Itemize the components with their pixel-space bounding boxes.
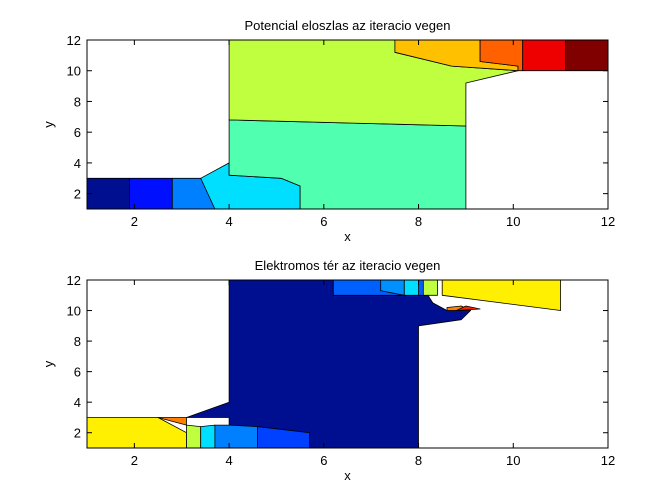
contour-region — [380, 280, 405, 296]
axes-frame — [86, 39, 609, 210]
contour-region — [87, 417, 187, 448]
y-tick-label: 6 — [74, 125, 81, 140]
contour-region — [565, 40, 608, 72]
field-axes: 2 4 6 8 10 12 2 4 6 8 10 12 Elektromos tér az iterac… — [41, 258, 615, 483]
x-tick-label: 10 — [506, 453, 520, 468]
x-tick-label: 4 — [225, 453, 232, 468]
contour-region — [403, 280, 419, 296]
potential-axes: 2 4 6 8 10 12 2 4 6 8 10 12 Potencial eloszlas az it… — [41, 18, 615, 244]
y-tick-label: 10 — [67, 64, 81, 79]
y-tick-label: 6 — [74, 365, 81, 380]
contour-region — [129, 177, 173, 209]
y-tick-label: 12 — [67, 273, 81, 288]
x-tick-label: 8 — [415, 453, 422, 468]
contour-region — [522, 40, 566, 72]
y-tick-label: 2 — [74, 426, 81, 441]
y-axis-label: y — [41, 121, 56, 128]
contour-region — [422, 280, 438, 296]
x-tick-label: 10 — [506, 214, 520, 229]
y-tick-label: 12 — [67, 33, 81, 48]
contour-region — [214, 424, 258, 448]
contour-region — [455, 305, 481, 311]
x-tick-label: 12 — [601, 214, 615, 229]
y-tick-label: 8 — [74, 334, 81, 349]
y-tick-label: 4 — [74, 395, 81, 410]
contour-region — [87, 177, 131, 209]
chart-title: Potencial eloszlas az iteracio vegen — [245, 18, 451, 33]
x-axis-label: x — [344, 229, 351, 244]
x-tick-label: 2 — [131, 453, 138, 468]
x-tick-label: 4 — [225, 214, 232, 229]
contour-region — [441, 280, 561, 311]
y-tick-label: 10 — [67, 304, 81, 319]
y-tick-label: 2 — [74, 187, 81, 202]
x-tick-label: 6 — [320, 453, 327, 468]
x-tick-label: 12 — [601, 453, 615, 468]
y-tick-label: 8 — [74, 94, 81, 109]
contour-region — [157, 417, 187, 426]
axes-frame — [86, 279, 609, 449]
x-tick-label: 2 — [131, 214, 138, 229]
y-tick-label: 4 — [74, 156, 81, 171]
contour-region — [228, 119, 467, 209]
chart-title: Elektromos tér az iteracio vegen — [255, 258, 441, 273]
x-tick-label: 6 — [320, 214, 327, 229]
x-tick-label: 8 — [415, 214, 422, 229]
contour-region — [200, 424, 216, 448]
y-axis-label: y — [41, 360, 56, 367]
x-axis-label: x — [344, 468, 351, 483]
contour-region — [186, 424, 202, 448]
